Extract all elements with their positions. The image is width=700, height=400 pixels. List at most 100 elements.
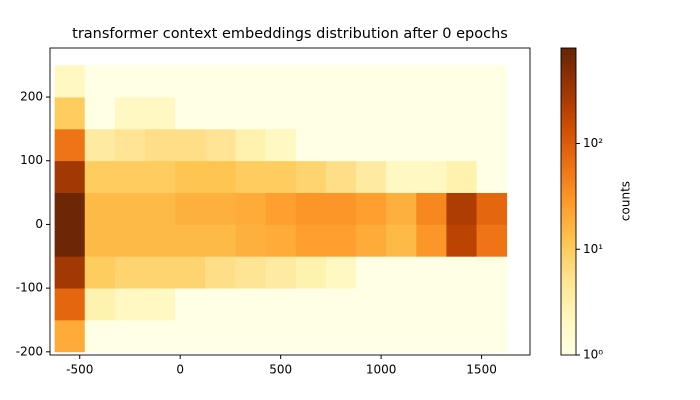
- hex-cell: [175, 256, 206, 289]
- hex-cell: [476, 160, 508, 193]
- hex-cell: [446, 97, 477, 130]
- hex-cell: [386, 319, 417, 353]
- hex-cell: [386, 128, 417, 162]
- hex-cell: [114, 256, 146, 289]
- hex-cell: [175, 192, 206, 225]
- hex-cell: [325, 319, 357, 353]
- hex-cell: [356, 256, 387, 289]
- hex-cell: [84, 128, 116, 162]
- hex-cell: [325, 192, 357, 225]
- hex-cell: [265, 65, 297, 98]
- hex-cell: [265, 192, 297, 225]
- hex-cell: [446, 288, 477, 321]
- hex-cell: [386, 192, 417, 225]
- hex-cell: [386, 256, 417, 289]
- hex-cell: [175, 97, 206, 130]
- hex-cell: [54, 97, 86, 130]
- plot-area: [54, 65, 508, 353]
- hex-cell: [175, 65, 206, 98]
- hex-cell: [84, 224, 116, 257]
- axes-frame: [49, 47, 531, 356]
- hex-cell: [416, 224, 447, 257]
- hex-cell: [114, 192, 146, 225]
- hex-cell: [145, 192, 176, 225]
- hex-cell: [386, 288, 417, 321]
- y-tick-label: 0: [35, 217, 43, 231]
- hex-cell: [84, 97, 116, 130]
- hex-cell: [416, 288, 447, 321]
- hex-cell: [356, 288, 387, 321]
- hex-cell: [386, 97, 417, 130]
- hex-cell: [416, 97, 447, 130]
- hex-cell: [446, 319, 477, 353]
- hex-cell: [295, 256, 327, 289]
- hex-cell: [84, 65, 116, 98]
- hex-cell: [205, 97, 236, 130]
- hex-cell: [295, 224, 327, 257]
- hex-cell: [325, 224, 357, 257]
- hex-cell: [54, 256, 86, 289]
- hex-cell: [114, 319, 146, 353]
- hex-cell: [145, 319, 176, 353]
- hex-cell: [54, 319, 86, 353]
- hex-cell: [446, 224, 477, 257]
- hex-cell: [325, 288, 357, 321]
- hex-cell: [235, 160, 266, 193]
- hex-cell: [145, 160, 176, 193]
- hex-cell: [356, 128, 387, 162]
- hex-cell: [114, 65, 146, 98]
- hex-cell: [325, 160, 357, 193]
- hex-cell: [205, 224, 236, 257]
- hex-cell: [476, 65, 508, 98]
- hex-cell: [145, 288, 176, 321]
- hex-cell: [386, 160, 417, 193]
- hex-cell: [356, 224, 387, 257]
- hex-cell: [446, 256, 477, 289]
- hex-cell: [295, 128, 327, 162]
- hex-cell: [235, 256, 266, 289]
- x-tick-label: 0: [176, 363, 184, 377]
- x-tick-label: 500: [269, 363, 292, 377]
- colorbar-label: counts: [619, 181, 633, 221]
- hex-cell: [446, 65, 477, 98]
- hex-cell: [235, 65, 266, 98]
- hex-cell: [84, 256, 116, 289]
- hex-cell: [145, 128, 176, 162]
- hex-cell: [325, 256, 357, 289]
- hex-cell: [416, 160, 447, 193]
- hex-cell: [205, 319, 236, 353]
- x-tick-label: 1500: [466, 363, 497, 377]
- hex-cell: [54, 65, 86, 98]
- hex-cell: [235, 288, 266, 321]
- hex-cell: [114, 160, 146, 193]
- hex-cell: [265, 256, 297, 289]
- hex-cell: [416, 256, 447, 289]
- hex-cell: [416, 65, 447, 98]
- hex-cell: [205, 256, 236, 289]
- hex-cell: [84, 160, 116, 193]
- y-tick-label: -100: [16, 281, 43, 295]
- hex-cell: [265, 319, 297, 353]
- hex-cell: [175, 224, 206, 257]
- hex-cell: [235, 224, 266, 257]
- hex-cell: [386, 224, 417, 257]
- hex-cell: [54, 160, 86, 193]
- hex-cell: [235, 192, 266, 225]
- hex-cell: [446, 192, 477, 225]
- colorbar-tick-label: 10⁰: [583, 348, 603, 362]
- hex-cell: [476, 192, 508, 225]
- hex-cell: [325, 128, 357, 162]
- hex-cell: [295, 288, 327, 321]
- hex-cell: [205, 160, 236, 193]
- hex-cell: [265, 97, 297, 130]
- x-tick-label: -500: [66, 363, 93, 377]
- x-tick-label: 1000: [366, 363, 397, 377]
- hex-cell: [476, 256, 508, 289]
- hex-cell: [356, 65, 387, 98]
- hex-cell: [114, 128, 146, 162]
- hex-cell: [446, 160, 477, 193]
- hex-cell: [205, 288, 236, 321]
- hex-cell: [476, 319, 508, 353]
- y-tick-label: -200: [16, 344, 43, 358]
